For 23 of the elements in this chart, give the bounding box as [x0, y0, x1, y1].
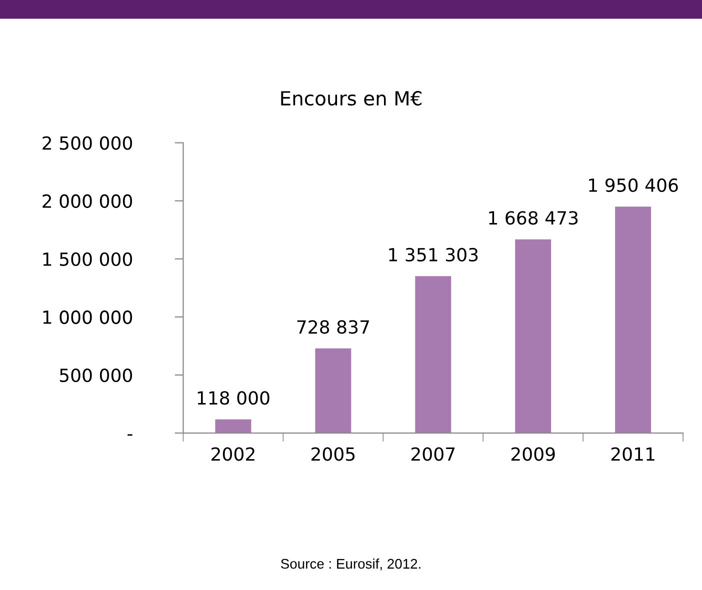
bar: [615, 206, 652, 434]
x-tick-label: 2009: [511, 447, 555, 461]
source-note: Source : Eurosif, 2012.: [280, 558, 420, 570]
x-tick-label: 2011: [611, 447, 654, 461]
y-tick-label: 2 500 000: [42, 136, 132, 150]
bar: [215, 419, 252, 434]
data-label: 1 950 406: [589, 178, 678, 192]
y-tick-label: 1 500 000: [43, 252, 132, 266]
bar: [315, 348, 352, 434]
bar: [415, 276, 452, 434]
y-tick-label: 2 000 000: [42, 194, 132, 208]
data-label: 728 837: [297, 320, 369, 334]
x-tick-label: 2007: [411, 447, 455, 461]
x-tick-label: 2005: [312, 447, 355, 461]
data-label: 118 000: [198, 391, 270, 405]
y-tick-label: 500 000: [60, 368, 132, 382]
y-tick-label: -: [128, 434, 132, 436]
data-label: 1 351 303: [389, 248, 478, 262]
chart-title: Encours en M€: [281, 90, 422, 106]
x-tick-label: 2002: [212, 447, 254, 461]
data-label: 1 668 473: [489, 211, 578, 225]
bar: [515, 239, 552, 434]
y-tick-label: 1 000 000: [43, 310, 132, 324]
